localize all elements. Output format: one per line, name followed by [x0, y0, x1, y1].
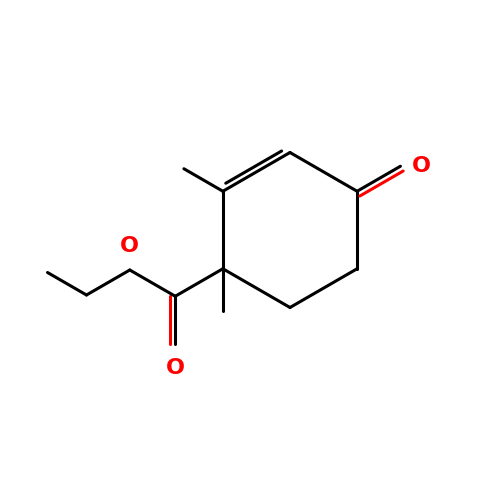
Text: O: O [120, 236, 140, 256]
Text: O: O [166, 358, 185, 378]
Text: O: O [412, 156, 430, 176]
